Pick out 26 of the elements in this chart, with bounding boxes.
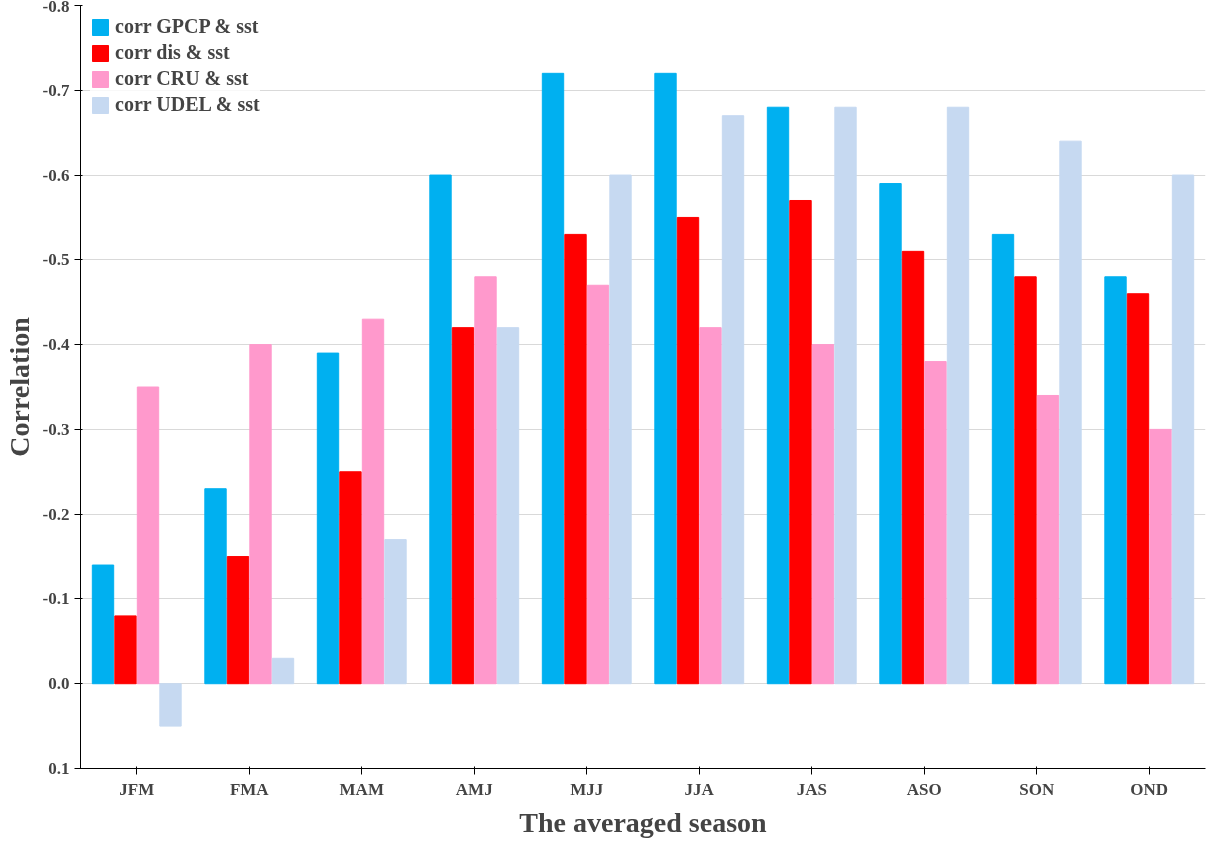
y-tick-label: -0.7 (42, 80, 70, 100)
y-tick-label: -0.1 (42, 589, 70, 609)
x-tick-label: SON (1019, 779, 1055, 799)
y-tick-label: -0.5 (42, 250, 70, 270)
x-tick-label: FMA (229, 779, 270, 799)
y-tick-label: -0.4 (42, 335, 70, 355)
x-tick-label: ASO (906, 779, 942, 799)
y-tick-label: 0.0 (48, 674, 70, 694)
x-tick-label: JJA (684, 779, 715, 799)
x-tick-label: OND (1130, 779, 1169, 799)
x-tick-label: JFM (119, 779, 155, 799)
legend-label: corr GPCP & sst (115, 15, 259, 38)
legend-label: corr UDEL & sst (115, 93, 260, 116)
x-tick-label: JAS (796, 779, 827, 799)
x-tick-label: MAM (339, 779, 384, 799)
x-tick-label: MJJ (570, 779, 604, 799)
x-tick-label: AMJ (455, 779, 494, 799)
legend-label: corr dis & sst (115, 41, 230, 64)
y-tick-label: -0.8 (42, 0, 70, 16)
y-tick-label: -0.6 (42, 165, 70, 185)
y-axis-title: Correlation (3, 316, 35, 457)
y-tick-label: 0.1 (48, 759, 70, 778)
legend-label: corr CRU & sst (115, 67, 249, 90)
y-tick-label: -0.2 (42, 504, 70, 524)
y-tick-label: -0.3 (42, 419, 70, 439)
x-axis-title: The averaged season (519, 806, 768, 838)
